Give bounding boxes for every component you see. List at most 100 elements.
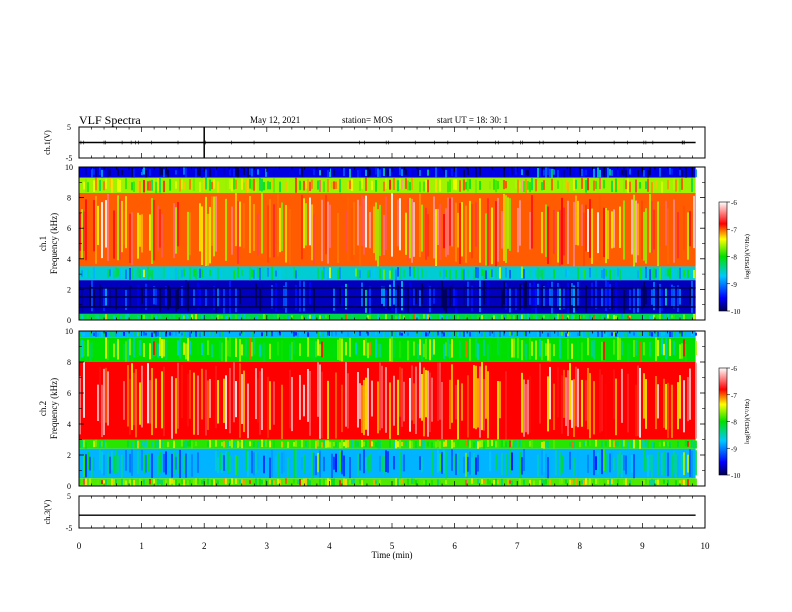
spectral-streak: [255, 182, 257, 192]
spectral-streak: [687, 269, 689, 278]
spectral-streak: [317, 362, 319, 417]
spectral-streak: [559, 479, 561, 485]
spectral-streak: [495, 269, 497, 279]
spectral-streak: [99, 167, 101, 176]
spectral-streak: [441, 381, 443, 440]
spectral-streak: [245, 339, 247, 357]
spectral-streak: [659, 283, 661, 314]
spectral-streak: [371, 180, 373, 191]
spectral-streak: [625, 332, 627, 337]
spectral-streak: [405, 440, 407, 447]
spectral-streak: [529, 269, 531, 278]
spectral-streak: [151, 368, 153, 436]
spectral-streak: [115, 479, 117, 484]
spectral-streak: [125, 178, 127, 190]
spectral-streak: [135, 440, 137, 448]
spectral-streak: [653, 479, 655, 486]
spectral-streak: [671, 168, 673, 175]
spectral-streak: [305, 203, 307, 246]
spectral-streak: [319, 179, 321, 192]
spectral-streak: [369, 286, 371, 314]
spectral-streak: [673, 178, 675, 191]
spectral-streak: [167, 441, 169, 448]
spectral-streak: [121, 478, 123, 486]
spectral-streak: [203, 178, 205, 191]
spectral-streak: [323, 439, 325, 447]
spectral-streak: [535, 340, 537, 360]
spectral-streak: [301, 315, 303, 320]
spectral-band: [79, 439, 696, 449]
spectral-streak: [229, 367, 231, 434]
spectral-streak: [521, 457, 523, 475]
spectral-streak: [425, 338, 427, 360]
spectral-streak: [693, 178, 695, 192]
spectral-streak: [413, 478, 415, 484]
spectral-streak: [571, 283, 573, 306]
spectral-streak: [603, 449, 605, 472]
spectral-streak: [223, 478, 225, 484]
spectral-streak: [291, 315, 293, 319]
spectral-streak: [109, 290, 111, 308]
spectral-streak: [159, 337, 161, 357]
spectral-streak: [427, 370, 429, 437]
spectral-streak: [257, 453, 259, 470]
spectral-streak: [231, 478, 233, 485]
spectral-streak: [89, 478, 91, 486]
spectral-streak: [525, 268, 527, 277]
spectral-streak: [471, 204, 473, 259]
spectral-streak: [457, 440, 459, 447]
spectral-streak: [575, 167, 577, 177]
spectral-streak: [501, 314, 503, 320]
spectral-streak: [627, 440, 629, 449]
spectral-streak: [137, 451, 139, 474]
spectral-streak: [647, 169, 649, 178]
spectral-streak: [399, 198, 401, 251]
spectral-streak: [101, 440, 103, 447]
spectral-streak: [205, 169, 207, 178]
spectral-streak: [437, 362, 439, 422]
x-tick-label: 0: [77, 541, 82, 551]
spectral-streak: [319, 331, 321, 336]
spectral-streak: [219, 332, 221, 337]
spectral-streak: [521, 169, 523, 176]
spectral-streak: [227, 314, 229, 319]
spectral-streak: [625, 170, 627, 178]
spectral-streak: [399, 341, 401, 358]
spectral-streak: [401, 343, 403, 355]
spectral-streak: [123, 479, 125, 486]
spectral-streak: [379, 440, 381, 449]
spectral-streak: [649, 480, 651, 485]
spectral-streak: [609, 478, 611, 486]
spectral-streak: [423, 314, 425, 319]
colorbar-label: log(PSD)(V²/Hz): [744, 234, 751, 279]
spectral-streak: [405, 212, 407, 255]
spectral-streak: [523, 340, 525, 357]
spectral-streak: [433, 288, 435, 304]
spectral-streak: [339, 179, 341, 193]
spectral-streak: [601, 374, 603, 432]
spectral-streak: [437, 439, 439, 448]
spectral-streak: [419, 331, 421, 337]
spectral-streak: [365, 338, 367, 356]
spectral-streak: [643, 373, 645, 419]
spectral-streak: [653, 314, 655, 320]
spectral-streak: [487, 479, 489, 485]
spectral-streak: [445, 332, 447, 336]
spectral-streak: [131, 441, 133, 449]
spectral-streak: [239, 201, 241, 247]
spectral-streak: [479, 280, 481, 313]
spectral-streak: [587, 331, 589, 337]
spectral-streak: [333, 181, 335, 190]
spectral-streak: [401, 368, 403, 427]
spectral-streak: [329, 168, 331, 177]
spectral-streak: [467, 269, 469, 278]
spectral-streak: [345, 362, 347, 427]
spectral-streak: [287, 441, 289, 448]
spectral-streak: [239, 332, 241, 336]
spectral-streak: [567, 282, 569, 313]
spectral-streak: [251, 269, 253, 278]
spectral-streak: [329, 204, 331, 248]
spectral-streak: [623, 455, 625, 471]
spectral-streak: [169, 178, 171, 191]
spectral-streak: [341, 450, 343, 475]
